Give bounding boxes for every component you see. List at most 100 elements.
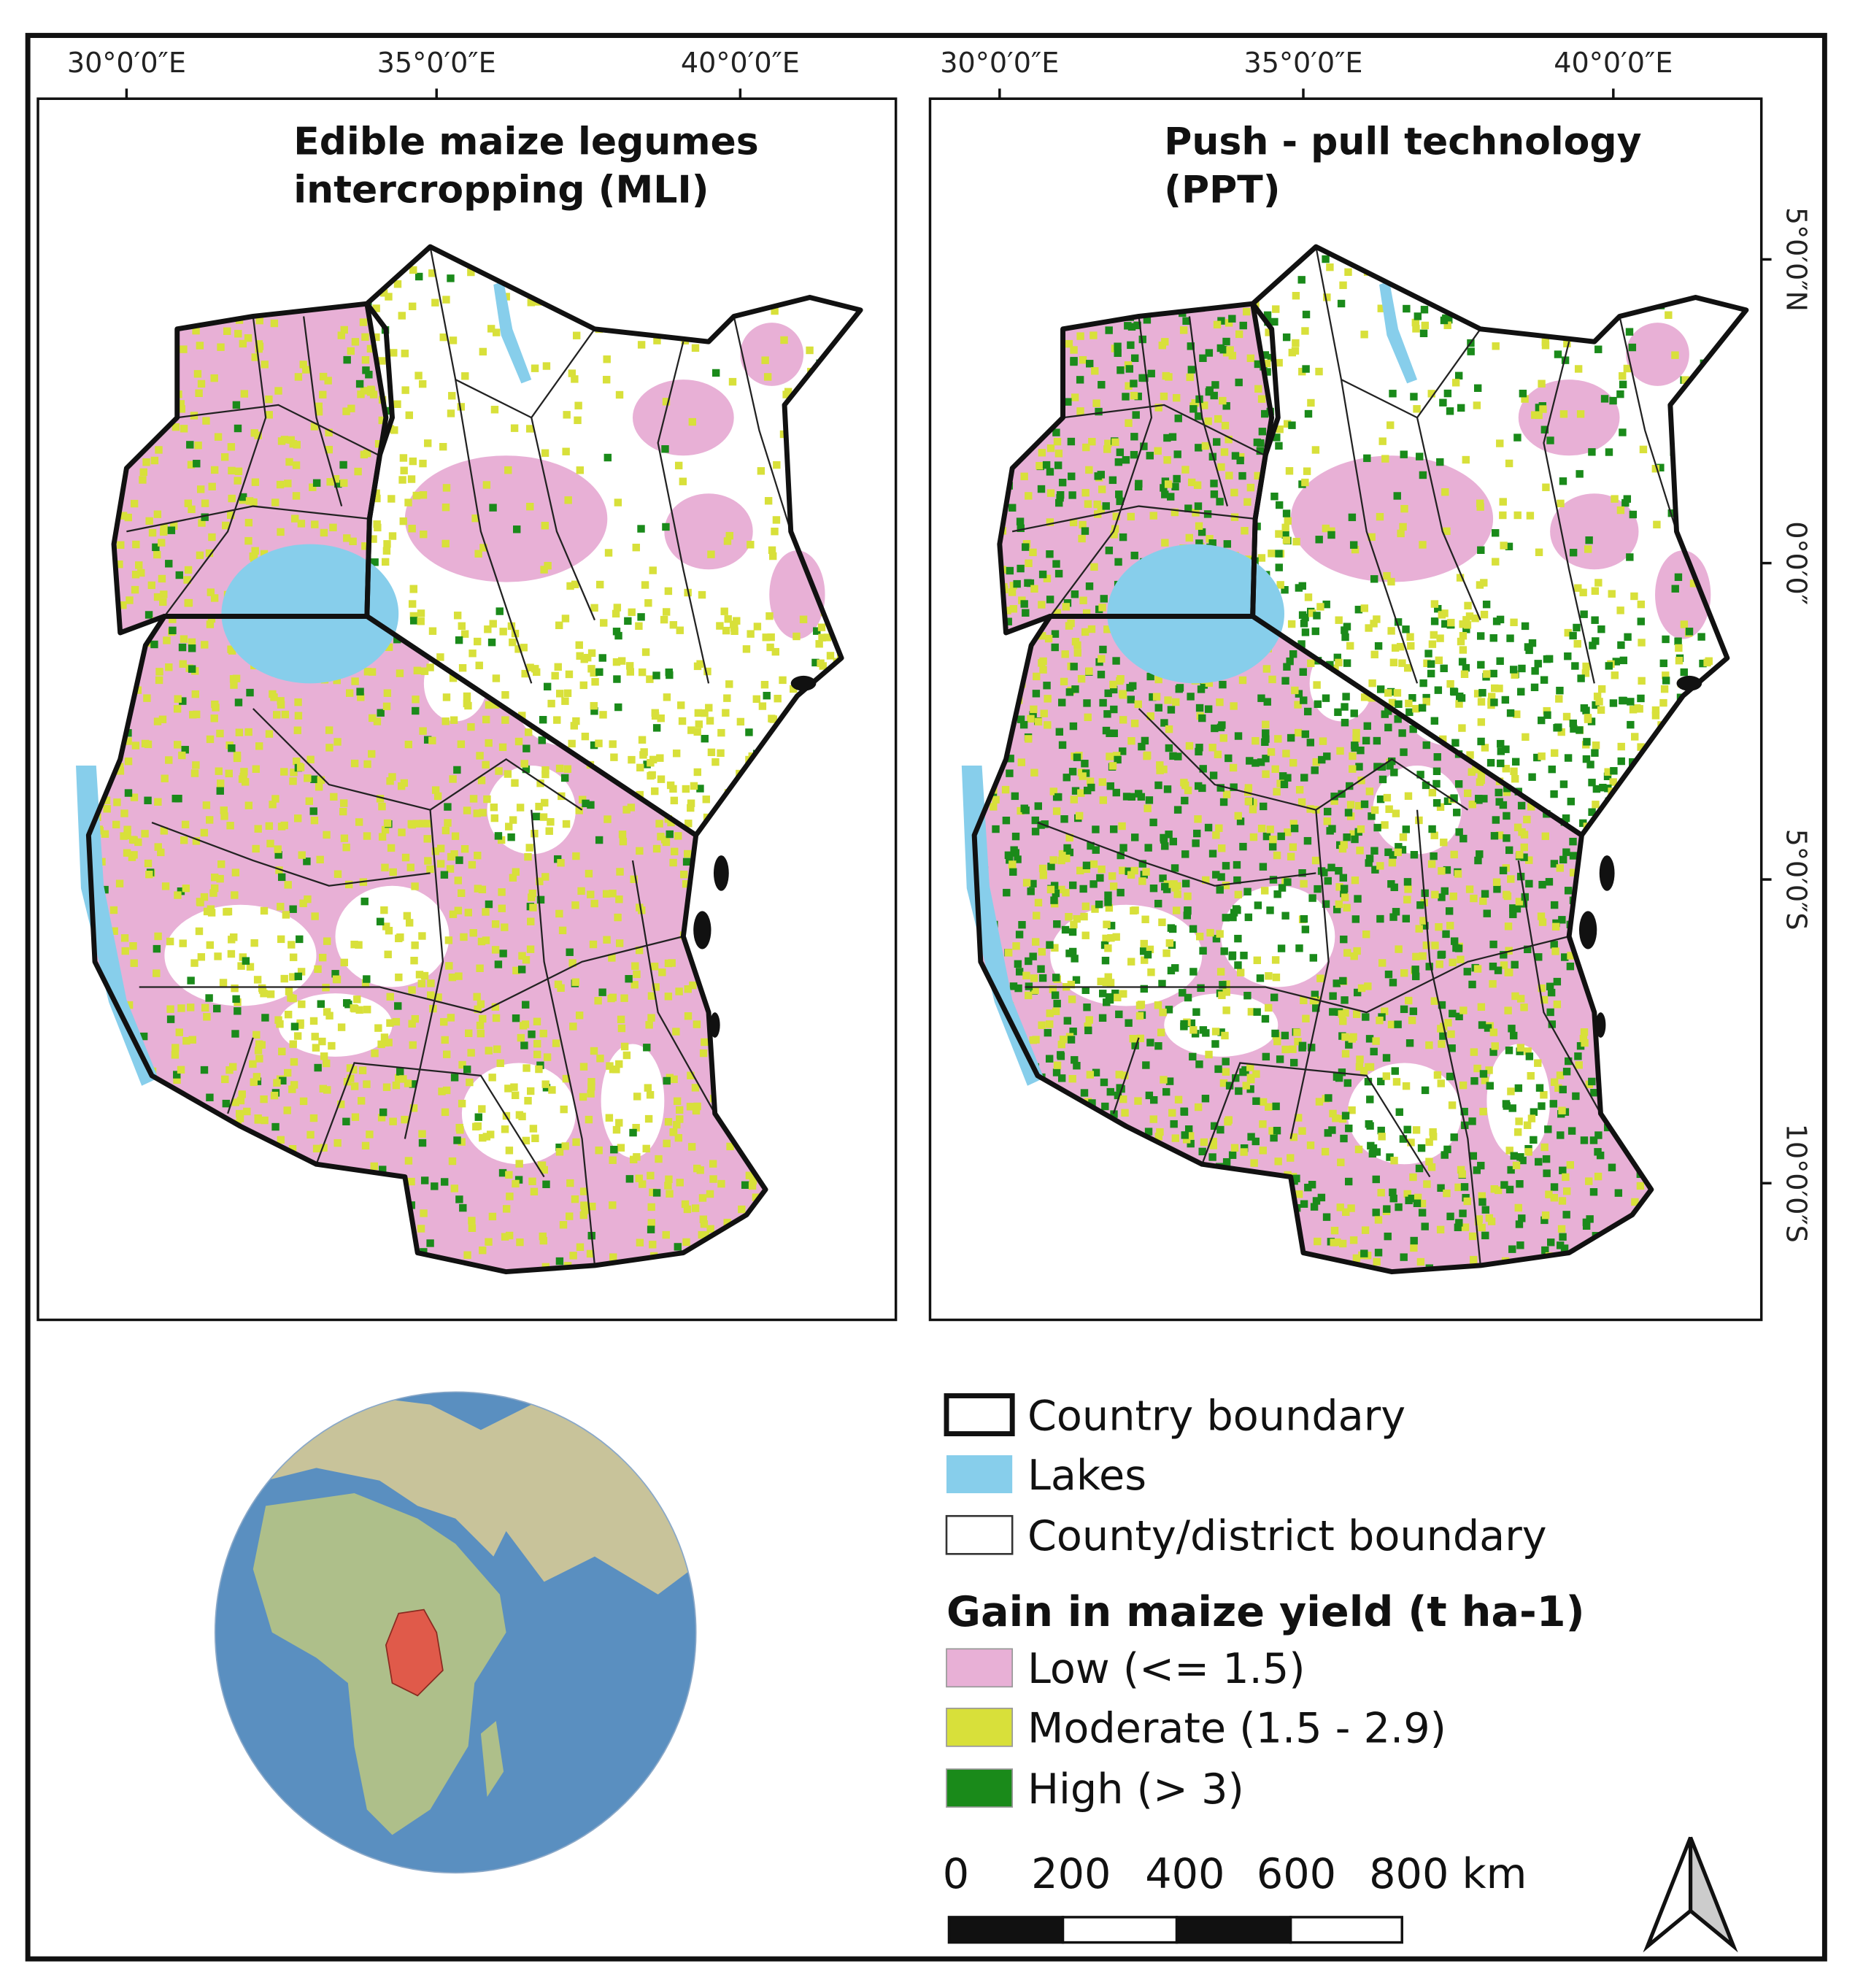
yield-cell [1356,847,1364,855]
yield-cell [1243,307,1251,316]
yield-cell [1045,1055,1054,1063]
yield-cell [366,1130,374,1139]
yield-cell [196,898,204,906]
yield-cell [137,569,145,577]
yield-cell [142,458,150,466]
yield-cell [1257,554,1266,562]
yield-cell [1410,393,1418,401]
yield-cell [1208,539,1216,547]
yield-cell [1300,620,1308,628]
yield-cell [595,668,603,677]
yield-cell [1413,1199,1422,1207]
yield-cell [609,740,617,748]
yield-cell [1063,855,1071,863]
yield-cell [1106,729,1114,737]
yield-cell [1467,347,1475,355]
yield-cell [562,820,571,828]
yield-cell [644,599,652,607]
yield-cell [1376,685,1385,693]
yield-cell [717,749,725,758]
yield-cell [1456,574,1465,582]
yield-cell [582,799,590,808]
yield-cell [1407,1139,1415,1147]
yield-cell [1241,527,1249,535]
yield-cell [380,1033,389,1041]
yield-cell [563,689,572,698]
yield-cell [1538,984,1546,993]
yield-cell [1149,1115,1157,1123]
yield-cell [179,939,187,947]
yield-cell [1281,586,1289,594]
yield-cell [1222,1068,1230,1076]
yield-cell [211,873,219,882]
yield-cell [1256,974,1265,982]
yield-cell [1538,716,1546,725]
yield-cell [693,1102,701,1111]
yield-cell [1053,999,1061,1008]
yield-cell [180,425,188,433]
yield-cell [1513,710,1521,718]
yield-cell [1210,490,1219,498]
yield-cell [629,1155,638,1164]
yield-cell [1317,1193,1326,1202]
yield-cell [190,769,199,777]
yield-cell [1594,1131,1603,1139]
yield-cell [1216,498,1224,506]
yield-cell [418,1139,427,1147]
yield-cell [1081,488,1090,497]
yield-cell [690,782,698,790]
yield-cell [1399,523,1407,531]
yield-cell [742,645,751,653]
yield-cell [216,874,224,883]
yield-cell [617,657,626,665]
yield-cell [1411,966,1419,974]
yield-cell [1333,906,1341,914]
yield-cell [196,342,204,350]
yield-cell [1017,715,1025,723]
yield-cell [1170,880,1178,888]
yield-cell [1463,968,1471,976]
yield-cell [1046,444,1055,452]
yield-cell [1469,1255,1478,1264]
yield-cell [1410,1244,1418,1252]
yield-cell [190,959,198,967]
yield-cell [1137,1001,1146,1009]
yield-cell [575,806,583,814]
yield-cell [1295,1114,1303,1122]
yield-cell [1510,1031,1518,1040]
yield-cell [647,1171,655,1180]
yield-cell [273,1079,281,1087]
yield-cell [622,806,630,814]
yield-cell [201,1003,209,1012]
yield-cell [1239,321,1247,330]
yield-cell [512,525,521,533]
yield-cell [1393,492,1401,500]
yield-cell [345,689,354,697]
yield-cell [1189,1026,1198,1034]
yield-cell [378,357,386,365]
yield-cell [687,799,695,807]
yield-cell [1051,630,1060,638]
yield-cell [252,1073,261,1081]
yield-cell [290,1022,299,1030]
yield-cell [465,1029,473,1037]
yield-cell [401,350,409,358]
yield-cell [1185,533,1193,542]
yield-cell [1301,925,1310,933]
yield-cell [1004,617,1012,625]
yield-cell [438,1087,446,1095]
yield-cell [1024,579,1032,587]
yield-cell [587,1082,595,1091]
yield-cell [498,743,507,752]
yield-cell [205,816,214,824]
yield-cell [1270,1133,1278,1142]
yield-cell [1322,900,1330,908]
yield-cell [1360,604,1369,612]
yield-cell [1567,798,1576,806]
yield-cell [403,912,412,920]
yield-cell [590,604,598,612]
yield-cell [768,714,776,723]
yield-cell [512,1014,520,1022]
yield-cell [1236,456,1244,465]
yield-cell [1210,391,1218,400]
